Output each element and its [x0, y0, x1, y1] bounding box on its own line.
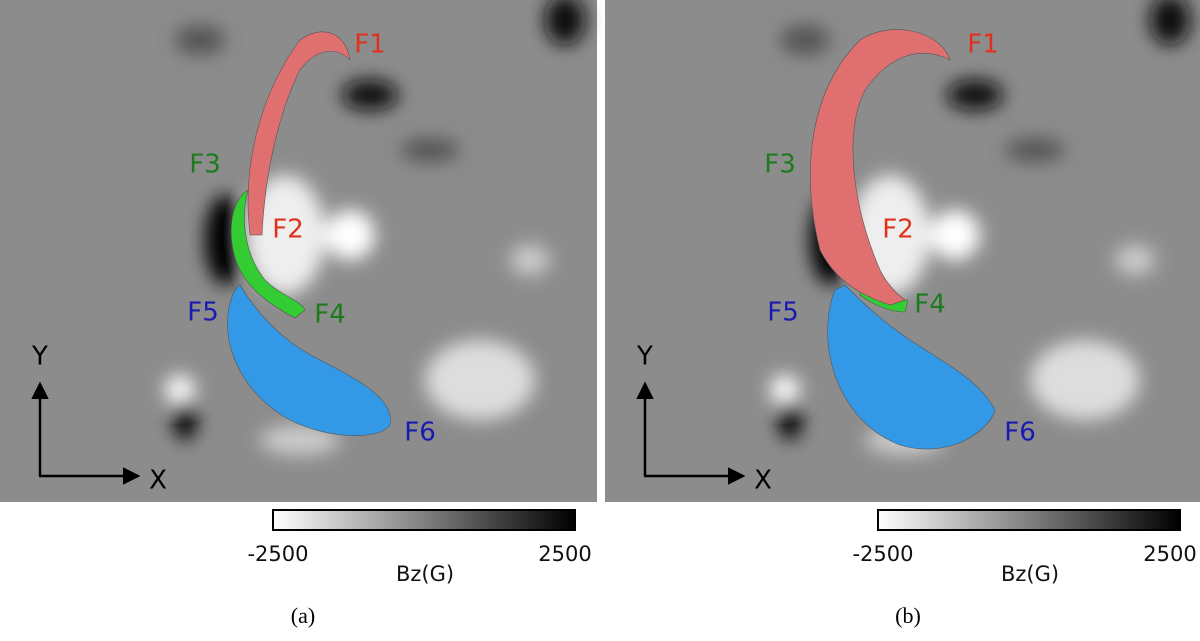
polarity-patch: [325, 210, 375, 260]
colorbar: [272, 509, 576, 531]
polarity-patch: [545, 0, 585, 45]
rope-label: F2: [272, 215, 304, 245]
rope-label: F2: [882, 215, 914, 245]
polarity-patch: [947, 80, 1003, 110]
polarity-patch: [260, 425, 340, 455]
polarity-patch: [930, 210, 980, 260]
rope-label: F3: [764, 150, 796, 180]
panel: F1 F2 F3 F4 F5 F6 Y X -2500 2500 Bz(G) (a): [0, 0, 597, 628]
polarity-patch: [245, 175, 325, 295]
flux-rope: [827, 284, 996, 450]
colorbar-title: Bz(G): [1001, 562, 1059, 586]
rope-label: F6: [1004, 418, 1036, 448]
rope-label: F5: [187, 298, 219, 328]
polarity-patch: [1115, 245, 1155, 275]
magnetogram-features: [165, 0, 585, 455]
flux-rope: [227, 284, 391, 436]
colorbar-title: Bz(G): [396, 562, 454, 586]
rope-label: F1: [967, 30, 999, 60]
polarity-patch: [510, 245, 550, 275]
colorbar: [877, 509, 1181, 531]
colorbar-max: 2500: [1143, 542, 1196, 566]
panel-caption: (a): [291, 603, 315, 628]
polarity-patch: [1030, 340, 1140, 420]
colorbar-max: 2500: [538, 542, 591, 566]
x-axis-label: X: [149, 466, 167, 496]
polarity-patch: [173, 400, 197, 440]
flux-rope: [230, 189, 306, 319]
flux-rope: [810, 29, 951, 306]
colorbar-min: -2500: [247, 542, 308, 566]
colorbar-min: -2500: [852, 542, 913, 566]
rope-label: F6: [404, 418, 436, 448]
rope-label: F1: [354, 30, 386, 60]
polarity-patch: [1150, 0, 1190, 45]
panel: F1 F2 F3 F4 F5 F6 Y X -2500 2500 Bz(G) (b): [605, 0, 1200, 628]
x-axis-label: X: [754, 466, 772, 496]
flux-rope: [247, 31, 351, 236]
polarity-patch: [778, 400, 802, 440]
rope-label: F4: [914, 290, 946, 320]
polarity-patch: [425, 340, 535, 420]
polarity-patch: [165, 375, 195, 405]
panel-caption: (b): [895, 603, 921, 628]
polarity-patch: [1005, 138, 1065, 162]
polarity-patch: [342, 80, 398, 110]
rope-label: F3: [189, 150, 221, 180]
polarity-patch: [400, 138, 460, 162]
rope-label: F5: [767, 298, 799, 328]
y-axis-label: Y: [31, 342, 48, 372]
polarity-patch: [780, 25, 830, 55]
polarity-patch: [770, 375, 800, 405]
rope-label: F4: [314, 300, 346, 330]
y-axis-label: Y: [636, 342, 653, 372]
polarity-patch: [175, 25, 225, 55]
